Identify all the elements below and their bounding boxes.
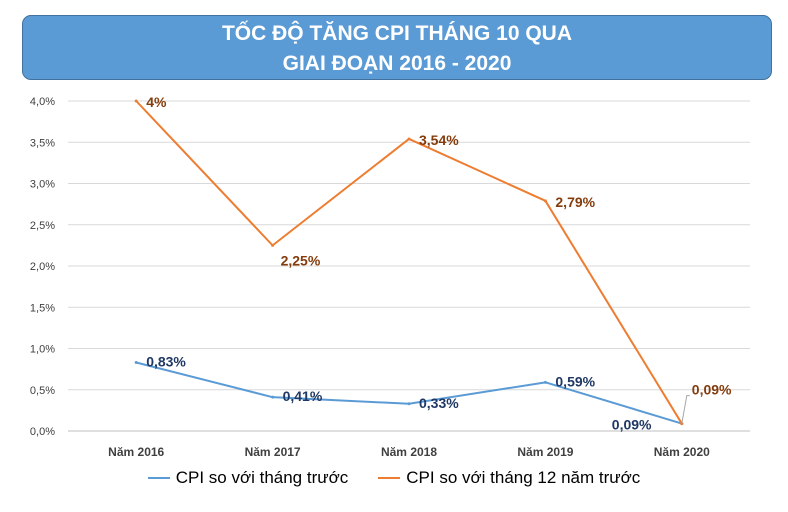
legend-item-ytd: CPI so với tháng 12 năm trước (378, 466, 640, 490)
y-tick-label: 4,0% (30, 96, 55, 108)
data-point (271, 395, 275, 399)
series-line-1 (135, 100, 683, 425)
legend-swatch-mom (147, 477, 170, 479)
y-tick-label: 3,5% (30, 137, 55, 149)
y-tick-label: 0,5% (30, 385, 55, 397)
data-point (543, 380, 547, 384)
legend-item-mom: CPI so với tháng trước (147, 466, 349, 490)
chart-legend: CPI so với tháng trước CPI so với tháng … (0, 466, 788, 490)
data-point (134, 361, 138, 365)
data-label: 2,79% (555, 194, 595, 210)
data-label: 0,09% (692, 382, 732, 398)
legend-label-ytd: CPI so với tháng 12 năm trước (406, 468, 641, 487)
legend-label-mom: CPI so với tháng trước (175, 468, 349, 487)
legend-swatch-ytd (378, 477, 401, 479)
data-label: 3,54% (419, 132, 459, 148)
data-label: 0,41% (283, 388, 323, 404)
data-label: 4% (146, 94, 167, 110)
y-tick-label: 3,0% (30, 179, 55, 191)
y-tick-label: 1,5% (30, 302, 55, 314)
data-point (543, 199, 547, 203)
data-point (134, 99, 138, 103)
x-tick-label: Năm 2019 (517, 445, 573, 459)
chart-subtitle: GIAI ĐOẠN 2016 - 2020 (282, 52, 512, 75)
series-line-0 (135, 361, 683, 425)
chart-title-box: TỐC ĐỘ TĂNG CPI THÁNG 10 QUA GIAI ĐOẠN 2… (22, 15, 772, 80)
x-tick-label: Năm 2020 (654, 445, 710, 459)
chart-title: TỐC ĐỘ TĂNG CPI THÁNG 10 QUA (221, 22, 573, 45)
data-label: 2,25% (281, 252, 321, 268)
data-label: 0,09% (612, 417, 652, 433)
data-label: 0,83% (146, 354, 186, 370)
y-tick-label: 2,5% (30, 220, 55, 232)
data-label: 0,33% (419, 395, 459, 411)
x-tick-label: Năm 2017 (245, 445, 301, 459)
y-tick-label: 0,0% (30, 426, 55, 438)
data-point (271, 243, 275, 247)
data-label: 0,59% (555, 373, 595, 389)
y-tick-label: 1,0% (30, 344, 55, 356)
data-point (407, 137, 411, 141)
data-point (407, 402, 411, 406)
x-tick-label: Năm 2016 (108, 445, 164, 459)
leader-line (681, 395, 690, 424)
y-tick-label: 2,0% (30, 261, 55, 273)
x-tick-label: Năm 2018 (381, 445, 437, 459)
